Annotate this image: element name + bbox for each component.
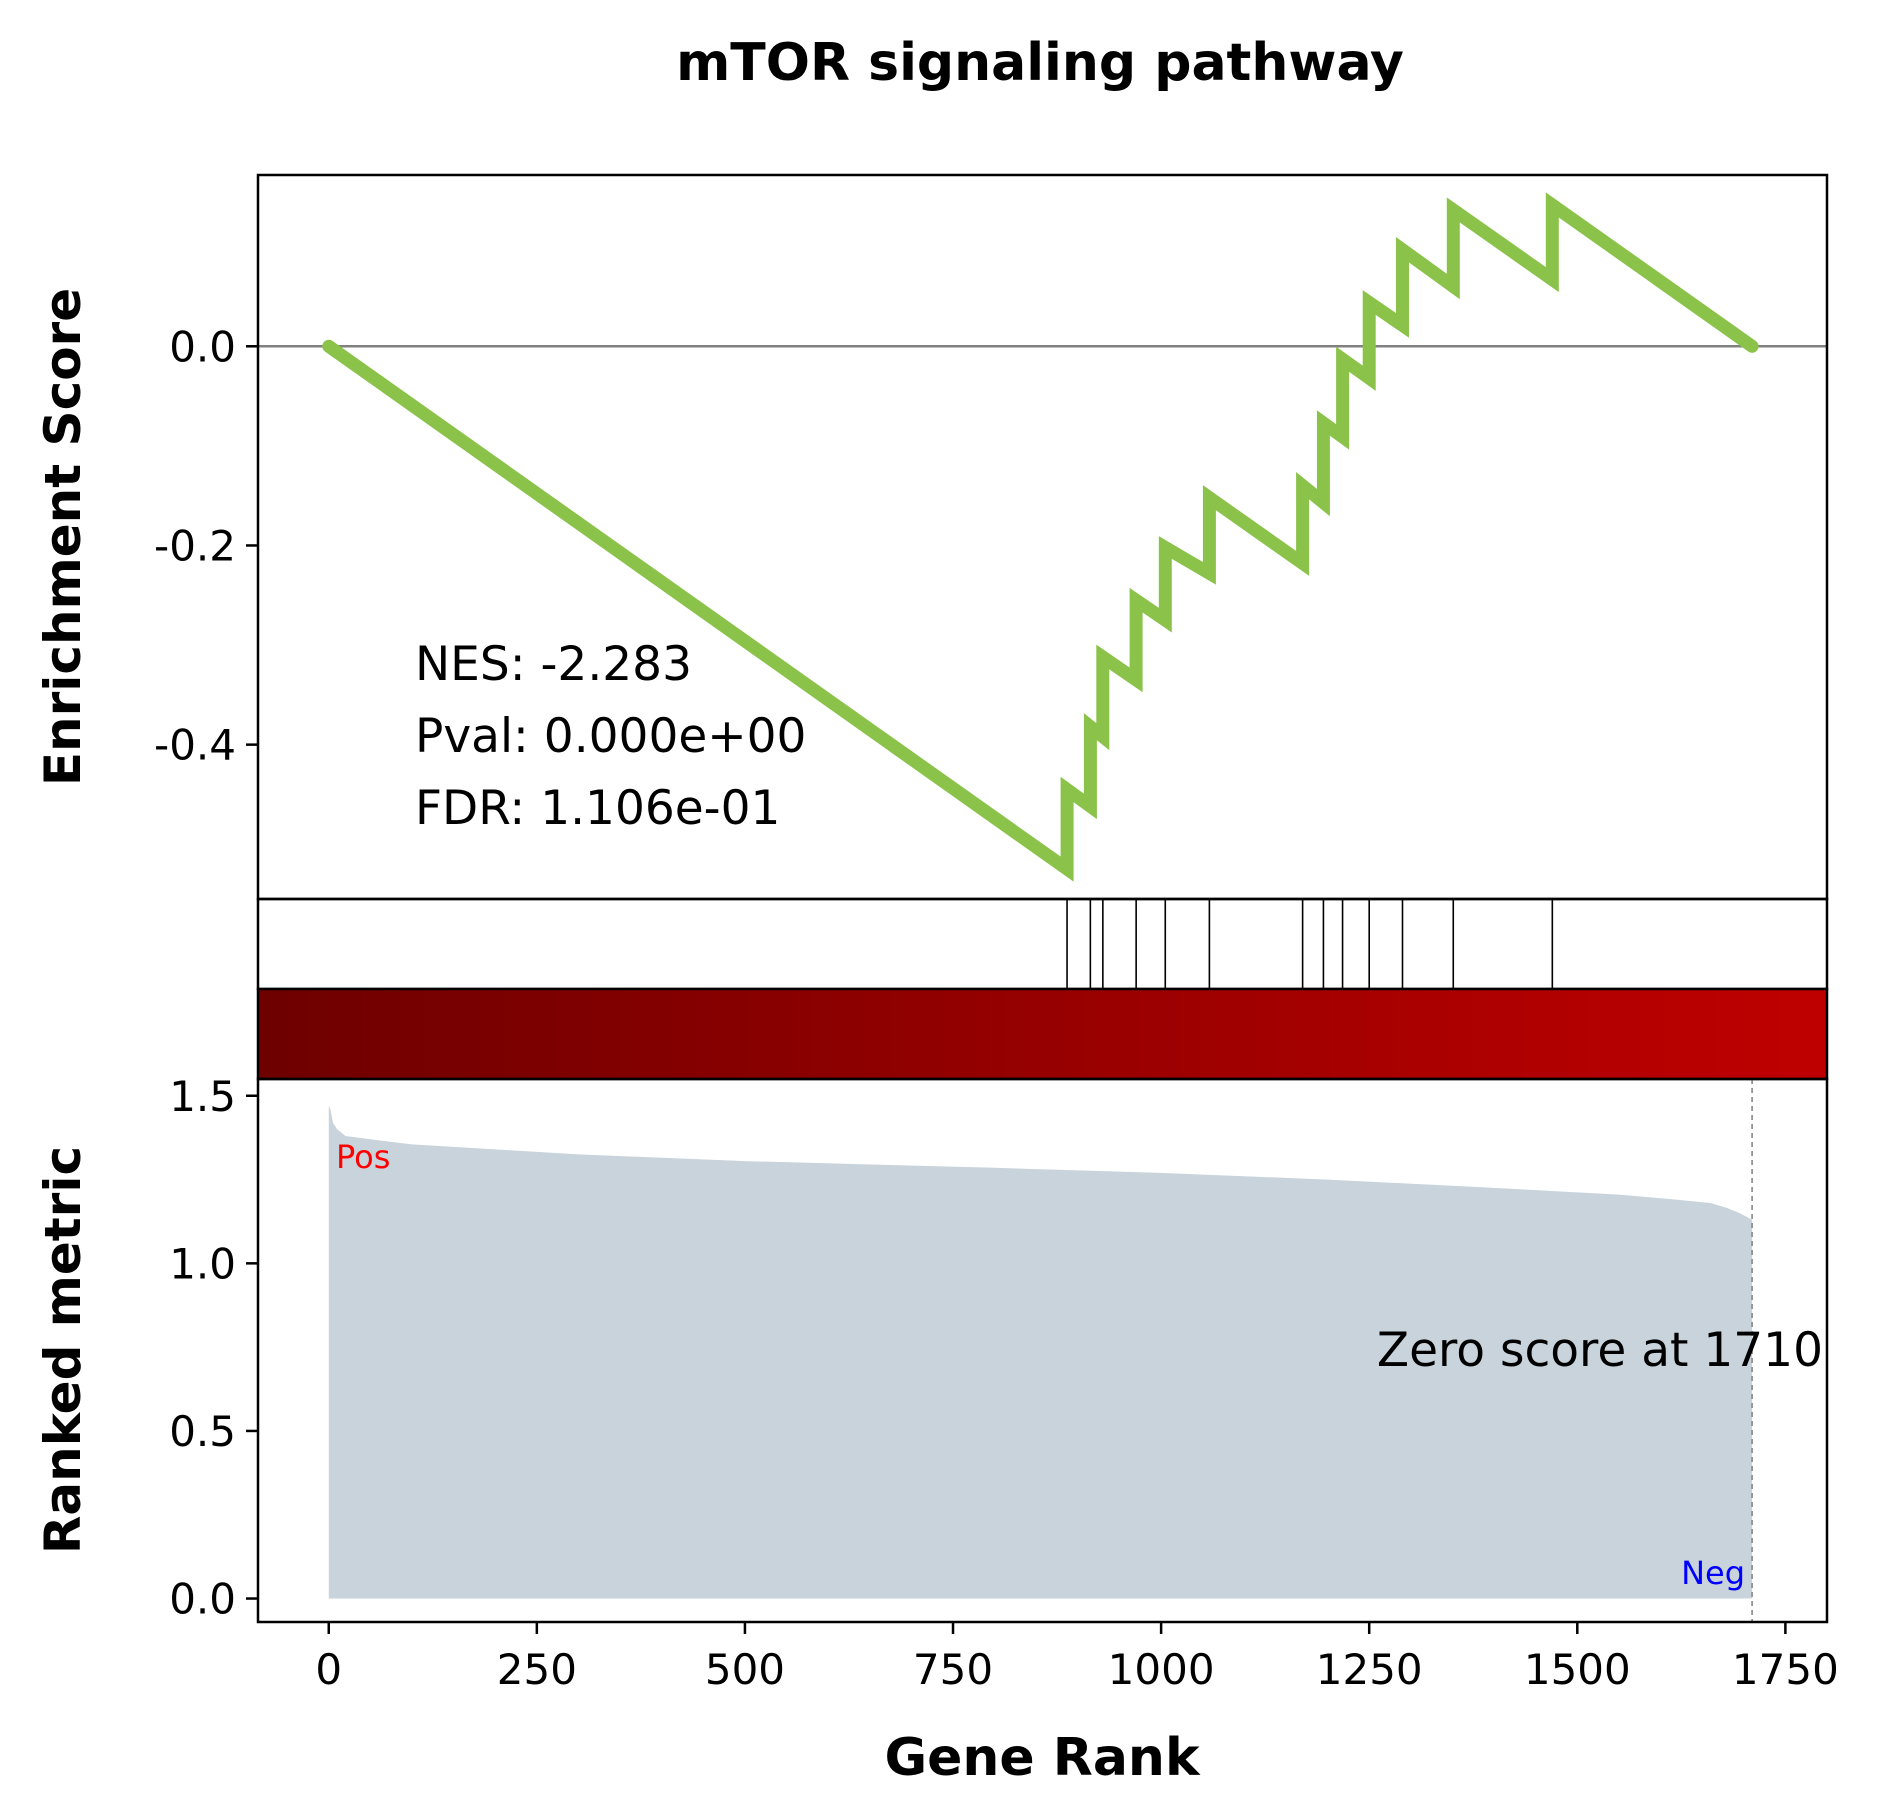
neg-label: Neg xyxy=(1681,1554,1745,1592)
x-axis-label: Gene Rank xyxy=(884,1728,1200,1788)
hits-panel xyxy=(256,897,1829,991)
es-y-tick-label: -0.2 xyxy=(154,521,236,570)
es-y-tick-label: 0.0 xyxy=(169,322,236,371)
ranked-metric-area xyxy=(328,1105,1753,1599)
ranked-metric-panel: Pos Neg Zero score at 1710 1.51.00.50.0 … xyxy=(34,1072,1839,1788)
metric-y-axis-label: Ranked metric xyxy=(34,1146,92,1554)
metric-y-tick-label: 1.0 xyxy=(169,1239,236,1288)
x-tick-label: 1250 xyxy=(1316,1645,1423,1694)
gene-rank-x-axis: 0 250 500 750 1000 1250 1500 1750 xyxy=(315,1622,1839,1694)
x-tick-label: 1750 xyxy=(1732,1645,1839,1694)
es-y-axis: 0.0 -0.2 -0.4 xyxy=(154,322,258,770)
x-tick-label: 1500 xyxy=(1524,1645,1631,1694)
fdr-label: FDR: 1.106e-01 xyxy=(415,781,780,836)
enrichment-panel: 0.0 -0.2 -0.4 Enrichment Score NES: -2.283… xyxy=(34,173,1829,901)
metric-y-tick-label: 1.5 xyxy=(169,1072,236,1121)
chart-title: mTOR signaling pathway xyxy=(676,33,1404,93)
zero-score-label: Zero score at 1710 xyxy=(1377,1323,1823,1378)
x-tick-label: 1000 xyxy=(1108,1645,1215,1694)
metric-y-tick-label: 0.0 xyxy=(169,1575,236,1624)
es-y-tick-label: -0.4 xyxy=(154,721,236,770)
enrichment-score-line xyxy=(322,192,1759,882)
rank-heatmap-bar xyxy=(256,987,1829,1081)
ranked-metric-panel-frame xyxy=(256,1077,1829,1624)
x-tick-label: 250 xyxy=(497,1645,577,1694)
pos-label: Pos xyxy=(336,1138,390,1176)
x-tick-label: 0 xyxy=(315,1645,342,1694)
nes-label: NES: -2.283 xyxy=(415,637,692,692)
x-tick-label: 750 xyxy=(913,1645,993,1694)
pval-label: Pval: 0.000e+00 xyxy=(415,709,806,764)
hits-panel-frame xyxy=(256,897,1829,991)
metric-y-tick-label: 0.5 xyxy=(169,1407,236,1456)
x-tick-label: 500 xyxy=(705,1645,785,1694)
es-y-axis-label: Enrichment Score xyxy=(34,288,92,786)
metric-y-axis: 1.5 1.0 0.5 0.0 xyxy=(169,1072,258,1624)
